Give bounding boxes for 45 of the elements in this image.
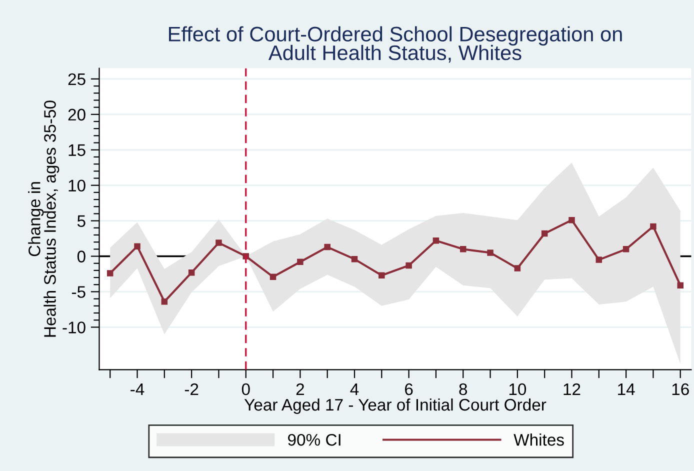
point — [188, 269, 195, 276]
point — [134, 243, 140, 250]
point — [650, 223, 656, 230]
x-axis-title: Year Aged 17 - Year of Initial Court Order — [244, 398, 546, 414]
y-tick-label: 25 — [68, 73, 86, 86]
x-tick-label: 4 — [350, 384, 359, 396]
point — [161, 298, 168, 305]
point — [541, 230, 548, 237]
x-tick-label: 8 — [459, 383, 468, 396]
point — [378, 272, 385, 279]
point — [324, 244, 330, 250]
x-tick-label: 14 — [618, 384, 635, 396]
x-tick-label: 2 — [296, 383, 304, 396]
x-tick-label: -4 — [130, 384, 144, 396]
x-tick-label: 0 — [242, 383, 250, 396]
y-tick-label: 5 — [77, 215, 86, 227]
point — [568, 216, 575, 224]
x-tick-label: 12 — [564, 383, 580, 396]
point — [677, 282, 684, 288]
y-tick-label: 10 — [68, 180, 86, 192]
text: Whites — [514, 434, 564, 446]
point — [514, 265, 521, 272]
point — [106, 270, 114, 276]
point — [406, 262, 412, 269]
point — [596, 256, 602, 263]
x-tick-label: 6 — [405, 383, 413, 396]
y-tick-label: 0 — [77, 250, 86, 262]
point — [270, 274, 276, 280]
y-tick-label: 20 — [68, 108, 86, 121]
point — [460, 246, 466, 252]
x-tick-label: 10 — [509, 383, 526, 396]
x-tick-label: -2 — [184, 383, 198, 396]
y-axis-title: Change in Health Status Index, ages 35-50 — [28, 100, 60, 337]
point — [432, 238, 440, 244]
chart-title: Effect of Court-Ordered School Desegregation on Adult Health Status, Whites — [169, 26, 622, 63]
x-tick-label: 16 — [672, 383, 689, 396]
point — [487, 250, 494, 256]
point — [216, 240, 222, 246]
point — [297, 258, 304, 266]
point — [622, 246, 630, 252]
y-tick-label: -5 — [72, 286, 86, 298]
point — [351, 256, 358, 262]
text: 90% CI — [288, 434, 340, 446]
y-tick-label: 15 — [68, 144, 86, 156]
y-tick-label: -10 — [62, 322, 86, 334]
